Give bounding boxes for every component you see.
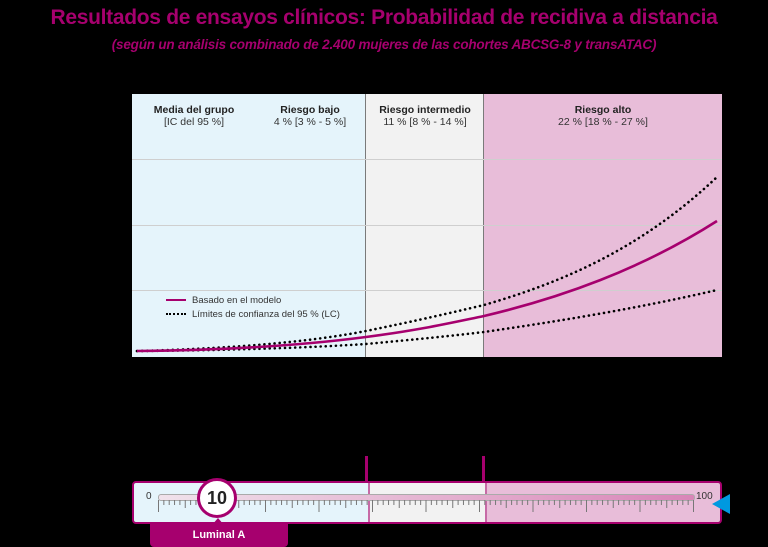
low-risk-label: Riesgo bajo bbox=[280, 104, 340, 116]
group-mean-sub: [IC del 95 %] bbox=[163, 116, 225, 128]
mid-high-divider bbox=[482, 456, 485, 483]
subtype-badge: Luminal A bbox=[150, 524, 288, 547]
slider-zone-high bbox=[487, 483, 720, 522]
group-mean-label: Media del grupo bbox=[153, 104, 235, 116]
chart-legend: Basado en el modelo Límites de confianza… bbox=[166, 293, 340, 321]
slider-ticks bbox=[158, 500, 694, 512]
slider-value: 10 bbox=[206, 487, 228, 508]
slider-end-handle-icon[interactable] bbox=[712, 494, 730, 514]
high-risk-header: Riesgo alto 22 % [18 % - 27 %] bbox=[484, 104, 722, 128]
high-risk-label: Riesgo alto bbox=[574, 104, 632, 116]
legend-model-label: Basado en el modelo bbox=[192, 294, 282, 306]
subtype-pointer-icon bbox=[212, 518, 224, 525]
slider-knob[interactable]: 10 bbox=[197, 478, 237, 518]
legend-item-model: Basado en el modelo bbox=[166, 293, 340, 307]
slider-zone-mid bbox=[370, 483, 487, 522]
legend-item-ci: Límites de confianza del 95 % (LC) bbox=[166, 307, 340, 321]
solid-line-icon bbox=[166, 299, 186, 301]
score-slider[interactable] bbox=[132, 481, 722, 524]
high-risk-value: 22 % [18 % - 27 %] bbox=[558, 116, 648, 128]
gridline bbox=[132, 225, 722, 226]
upper-ci-curve bbox=[135, 175, 719, 353]
mid-risk-header: Riesgo intermedio 11 % [8 % - 14 %] bbox=[366, 104, 484, 128]
dotted-line-icon bbox=[166, 313, 186, 315]
mid-risk-label: Riesgo intermedio bbox=[379, 104, 471, 116]
model-curve bbox=[136, 219, 718, 353]
risk-curves bbox=[135, 175, 719, 353]
low-mid-divider bbox=[365, 456, 368, 483]
slider-zone-low bbox=[134, 483, 370, 522]
lower-ci-curve bbox=[135, 288, 719, 353]
low-risk-value: 4 % [3 % - 5 %] bbox=[273, 116, 347, 128]
chart-title: Resultados de ensayos clínicos: Probabil… bbox=[50, 6, 718, 29]
slider-max-label: 100 bbox=[696, 491, 713, 502]
group-mean-header: Media del grupo [IC del 95 %] bbox=[144, 104, 244, 128]
slider-min-label: 0 bbox=[146, 491, 152, 502]
gridline bbox=[132, 159, 722, 160]
chart-subtitle: (según un análisis combinado de 2.400 mu… bbox=[111, 37, 657, 52]
gridline bbox=[132, 290, 722, 291]
mid-risk-value: 11 % [8 % - 14 %] bbox=[383, 116, 467, 128]
legend-ci-label: Límites de confianza del 95 % (LC) bbox=[192, 308, 340, 320]
low-risk-header: Riesgo bajo 4 % [3 % - 5 %] bbox=[260, 104, 360, 128]
